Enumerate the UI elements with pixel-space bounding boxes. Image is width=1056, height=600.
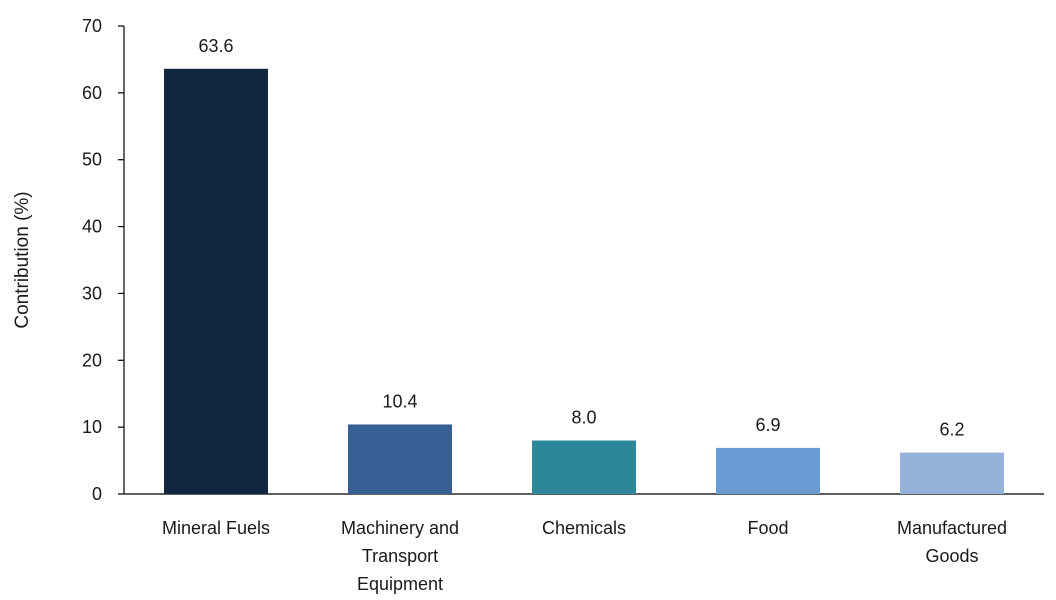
x-tick-label-line: Equipment xyxy=(357,574,443,594)
value-labels-group: 63.6 10.4 8.0 6.9 6.2 xyxy=(198,36,964,440)
bar xyxy=(532,440,636,494)
bar-value-label: 8.0 xyxy=(571,408,596,428)
x-tick-label: Chemicals xyxy=(542,518,626,538)
x-tick-label-line: Machinery and xyxy=(341,518,459,538)
bars-group xyxy=(164,68,1004,494)
y-tick-label: 10 xyxy=(82,417,102,437)
bar xyxy=(348,424,452,494)
bar xyxy=(164,68,268,494)
x-axis: Mineral Fuels Machinery and Transport Equip… xyxy=(124,493,1044,594)
x-tick-label-line: Chemicals xyxy=(542,518,626,538)
y-tick-label: 20 xyxy=(82,350,102,370)
x-tick-label: Machinery and Transport Equipment xyxy=(341,518,459,594)
y-tick-label: 60 xyxy=(82,83,102,103)
y-tick-label: 0 xyxy=(92,484,102,504)
x-tick-label: Mineral Fuels xyxy=(162,518,270,538)
x-tick-label: Manufactured Goods xyxy=(897,518,1007,566)
bar-value-label: 63.6 xyxy=(198,36,233,56)
x-tick-label-line: Manufactured xyxy=(897,518,1007,538)
y-tick-label: 70 xyxy=(82,16,102,36)
x-tick-label-line: Mineral Fuels xyxy=(162,518,270,538)
x-tick-label-line: Food xyxy=(747,518,788,538)
bar xyxy=(900,452,1004,494)
y-tick-label: 30 xyxy=(82,283,102,303)
y-axis: 0 10 20 30 40 50 60 70 xyxy=(82,16,125,504)
bar-value-label: 6.9 xyxy=(755,415,780,435)
bar xyxy=(716,447,820,494)
x-tick-label-line: Goods xyxy=(925,546,978,566)
bar-value-label: 10.4 xyxy=(382,391,417,411)
y-tick-label: 40 xyxy=(82,217,102,237)
x-tick-label: Food xyxy=(747,518,788,538)
bar-value-label: 6.2 xyxy=(939,420,964,440)
x-tick-label-line: Transport xyxy=(362,546,438,566)
y-axis-label: Contribution (%) xyxy=(12,191,33,328)
y-tick-label: 50 xyxy=(82,150,102,170)
